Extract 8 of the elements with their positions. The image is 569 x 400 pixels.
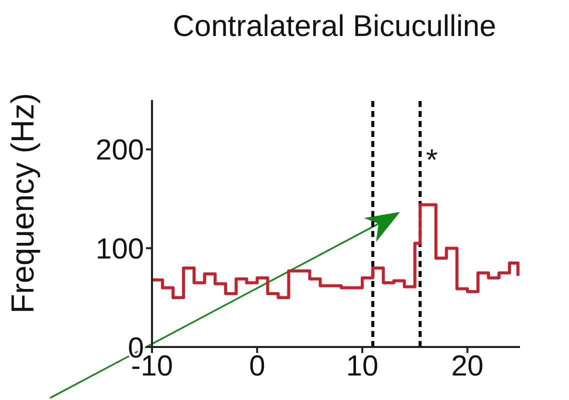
x-tick-label: 20 [451,350,484,383]
y-axis-title: Frequency (Hz) [4,93,40,314]
x-tick-label: 10 [346,350,378,383]
y-tick-label: 100 [96,233,144,266]
annotation: * [426,144,438,177]
x-tick-label: 0 [249,350,266,383]
chart-title: Contralateral Bicuculline [172,10,498,44]
y-tick-label: 200 [96,134,144,167]
